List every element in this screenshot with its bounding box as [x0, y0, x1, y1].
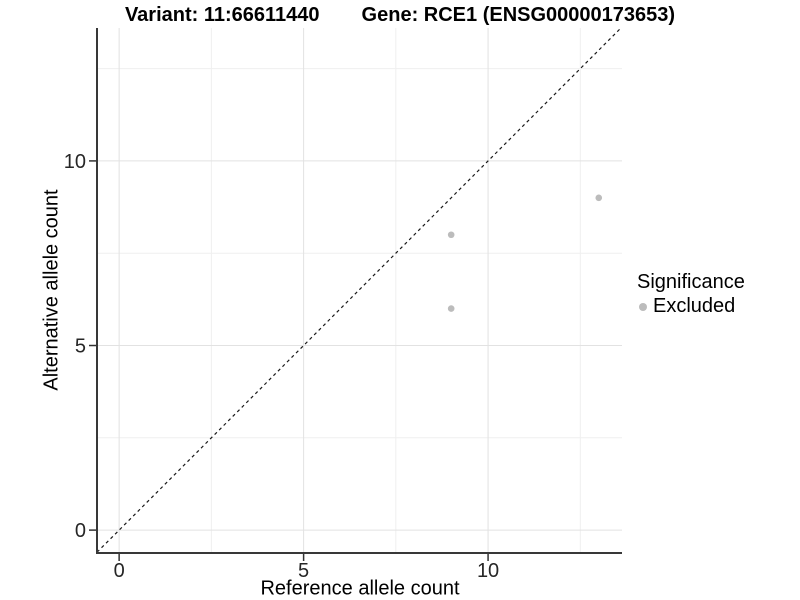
plot-title-variant: Variant: 11:66611440: [124, 4, 320, 26]
legend-title: Significance: [637, 271, 745, 293]
data-point: [595, 194, 603, 202]
legend: Significance Excluded: [637, 271, 745, 318]
plot-title: Variant: 11:66611440 Gene: RCE1 (ENSG000…: [0, 4, 800, 27]
data-point: [447, 231, 455, 239]
identity-dashed-line: [96, 27, 622, 553]
x-tick-label: 10: [477, 560, 499, 582]
legend-entries: Excluded: [637, 295, 745, 318]
x-tick-label: 5: [298, 560, 309, 582]
legend-entry-label: Excluded: [653, 295, 736, 317]
legend-point-icon: [639, 302, 647, 311]
data-point: [447, 305, 455, 312]
plot-title-gene: Gene: RCE1 (ENSG00000173653): [361, 4, 676, 26]
x-axis-title: Reference allele count: [260, 577, 460, 600]
legend-entry: Excluded: [637, 295, 745, 318]
x-tick-label: 0: [114, 560, 125, 582]
y-tick-label: 5: [75, 336, 86, 358]
y-tick-label: 10: [64, 151, 86, 173]
y-tick-label: 0: [75, 520, 86, 542]
y-axis-title: Alternative allele count: [40, 189, 63, 391]
